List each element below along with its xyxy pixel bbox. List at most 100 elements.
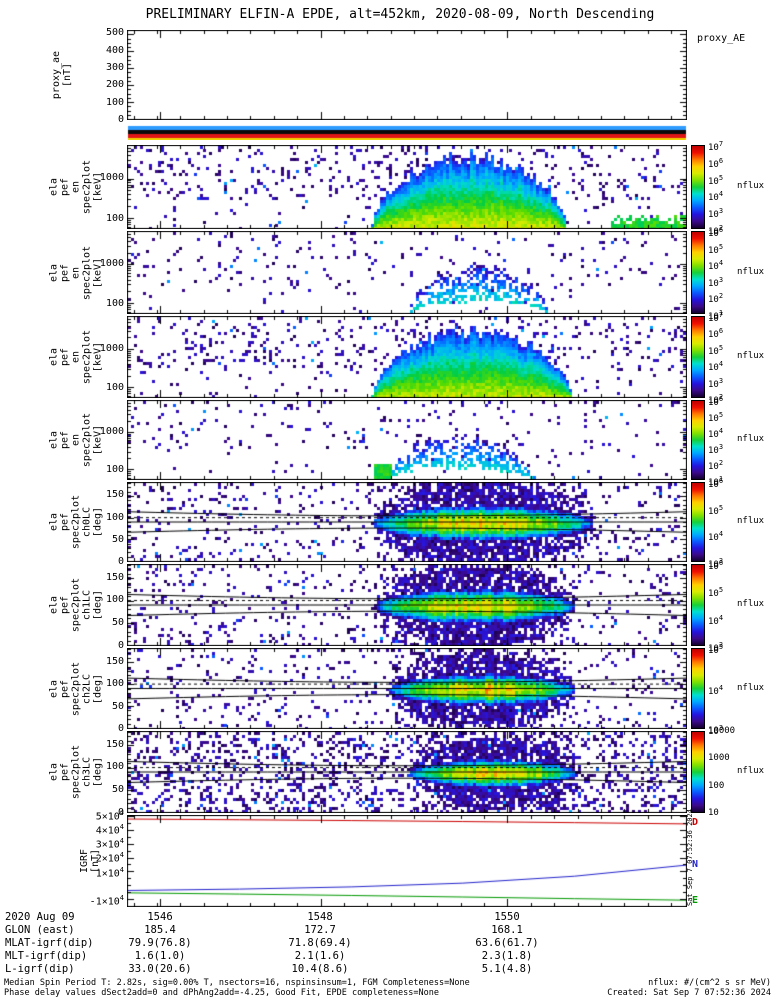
exponent: 1 xyxy=(718,475,724,483)
en_spec_2-canvas xyxy=(127,231,687,314)
en_spec_2-colorbar-tick-4: 102 xyxy=(708,292,724,306)
exponent: 4 xyxy=(119,893,124,902)
proxy_ae-ytick-200: 200 xyxy=(105,79,124,91)
footer-nflux-units: nflux: #/(cm^2 s sr MeV) xyxy=(648,978,771,988)
ylabel-line: [keV] xyxy=(92,257,104,288)
proxy_ae-ytick-0: 0 xyxy=(117,114,124,125)
exponent: 3 xyxy=(718,641,724,649)
pa_spec_ch1-canvas xyxy=(127,564,687,646)
axis-row-mlt: MLT-igrf(dip) 1.6(1.0) 2.1(1.6) 2.3(1.8) xyxy=(0,950,775,963)
ylabel-line: pef xyxy=(59,347,71,367)
en_spec_1-colorbar xyxy=(691,145,705,229)
pa_spec_ch2-ytick-50: 50 xyxy=(111,700,124,712)
pa_spec_ch3-ytick-150: 150 xyxy=(105,738,124,750)
en_spec_1-ytick-100: 100 xyxy=(105,212,124,224)
ylabel-line: spec2plot xyxy=(81,159,93,215)
igrf-ytick-5×10^4: 5×104 xyxy=(95,809,124,823)
pa_spec_ch2-colorbar xyxy=(691,648,705,729)
exponent: 4 xyxy=(718,683,724,692)
proxy_ae-ytick-300: 300 xyxy=(105,62,124,74)
en_spec_1-colorbar-tick-1: 106 xyxy=(708,156,724,170)
en_spec_4-colorbar-tick-4: 102 xyxy=(708,459,724,472)
en_spec_3-colorbar-tick-0: 107 xyxy=(708,311,724,324)
proxy_ae-ytick-100: 100 xyxy=(105,96,124,108)
ylabel-line: en xyxy=(70,350,82,364)
pa_spec_ch0-ytick-50: 50 xyxy=(111,533,124,545)
en_spec_1-colorbar-tick-5: 102 xyxy=(708,224,724,237)
footer-created: Created: Sat Sep 7 07:52:36 2024 xyxy=(607,988,771,998)
en_spec_4-ytick-100: 100 xyxy=(105,464,124,476)
ylabel-line: pef xyxy=(59,512,71,532)
exponent: 4 xyxy=(119,837,124,846)
exponent: 4 xyxy=(718,190,724,199)
ylabel-line: [keV] xyxy=(92,424,104,456)
en_spec_1-colorbar-tick-3: 104 xyxy=(708,190,724,204)
lshell-value-2: 10.4(8.6) xyxy=(291,963,349,975)
ylabel-line: pef xyxy=(59,430,71,450)
en_spec_1-colorbar-unit: nflux xyxy=(737,181,765,191)
quality_bar-canvas xyxy=(127,125,687,140)
en_spec_2-colorbar xyxy=(691,231,705,314)
ylabel-line: [keV] xyxy=(92,171,104,203)
pa_spec_ch0-colorbar-tick-1: 105 xyxy=(708,503,724,517)
axis-time-tick-1: 1546 xyxy=(147,911,173,923)
pa_spec_ch3-ytick-100: 100 xyxy=(105,761,124,773)
proxy-ae-right-label: proxy_AE xyxy=(697,33,746,44)
pa_spec_ch0-ytick-100: 100 xyxy=(105,511,124,523)
pa_spec_ch2-ytick-100: 100 xyxy=(105,678,124,689)
en_spec_3-colorbar-tick-1: 106 xyxy=(708,327,724,341)
en_spec_3-colorbar-tick-2: 105 xyxy=(708,343,724,357)
en_spec_3-colorbar-tick-5: 102 xyxy=(708,393,724,406)
exponent: 5 xyxy=(718,173,724,182)
pa_spec_ch2-colorbar-tick-1: 104 xyxy=(708,683,724,697)
ylabel-line: ela xyxy=(48,595,60,615)
exponent: 6 xyxy=(718,477,724,485)
exponent: 6 xyxy=(718,395,724,403)
proxy_ae-ytick-500: 500 xyxy=(105,27,124,39)
en_spec_4-colorbar-tick-1: 105 xyxy=(708,411,724,424)
axis-row-time: 2020 Aug 09 1546 1548 1550 xyxy=(0,911,775,924)
pa_spec_ch3-colorbar-tick-2: 100 xyxy=(708,780,725,791)
ylabel-line: spec2plot xyxy=(70,494,82,550)
en_spec_3-colorbar-unit: nflux xyxy=(737,351,765,361)
pa_spec_ch3-colorbar-unit: nflux xyxy=(737,766,765,776)
axis-row-glon-label: GLON (east) xyxy=(5,924,75,936)
pa_spec_ch2-ytick-0: 0 xyxy=(117,723,124,734)
mlt-value-2: 2.1(1.6) xyxy=(294,950,346,962)
en_spec_4-ytick-1000: 1000 xyxy=(99,425,124,437)
axis-time-tick-3: 1550 xyxy=(494,911,520,923)
lshell-value-1: 33.0(20.6) xyxy=(128,963,192,975)
footer-spin-period: Median Spin Period T: 2.82s, sig=0.00% T… xyxy=(4,978,470,988)
axis-row-mlt-label: MLT-igrf(dip) xyxy=(5,950,88,962)
igrf-series-label-N: N xyxy=(692,859,699,871)
pa_spec_ch2-colorbar-tick-0: 105 xyxy=(708,643,724,656)
en_spec_4-canvas xyxy=(127,400,687,480)
ylabel-line: ela xyxy=(48,679,60,698)
pa_spec_ch2-ytick-150: 150 xyxy=(105,655,124,667)
exponent: 3 xyxy=(718,275,724,284)
pa_spec_ch0-colorbar xyxy=(691,482,705,562)
exponent: 6 xyxy=(718,559,724,567)
igrf-ytick-4×10^4: 4×104 xyxy=(95,823,124,837)
exponent: 6 xyxy=(718,226,724,234)
exponent: 7 xyxy=(718,311,724,319)
exponent: 3 xyxy=(718,376,724,385)
en_spec_3-ytick-100: 100 xyxy=(105,381,124,393)
en_spec_2-ytick-1000: 1000 xyxy=(99,258,124,270)
en_spec_3-ytick-1000: 1000 xyxy=(99,342,124,354)
en_spec_4-colorbar-tick-3: 103 xyxy=(708,443,724,456)
ylabel-line: pef xyxy=(59,595,71,615)
mlat-value-2: 71.8(69.4) xyxy=(288,937,352,949)
ylabel-line: [keV] xyxy=(92,341,104,373)
exponent: 2 xyxy=(718,292,724,301)
ylabel-line: [nT] xyxy=(62,62,73,88)
glon-value-1: 185.4 xyxy=(144,924,176,936)
glon-value-3: 168.1 xyxy=(491,924,523,936)
ylabel-line: proxy_ae xyxy=(51,50,62,100)
ylabel-line: spec2plot xyxy=(70,744,82,800)
en_spec_4-ylabel: ela pef en spec2plot [keV] xyxy=(49,413,104,467)
exponent: 4 xyxy=(718,427,724,435)
igrf-ytick-3×10^4: 3×104 xyxy=(95,837,124,851)
pa_spec_ch3-colorbar-tick-3: 10 xyxy=(708,808,719,818)
mlt-value-3: 2.3(1.8) xyxy=(481,950,533,962)
